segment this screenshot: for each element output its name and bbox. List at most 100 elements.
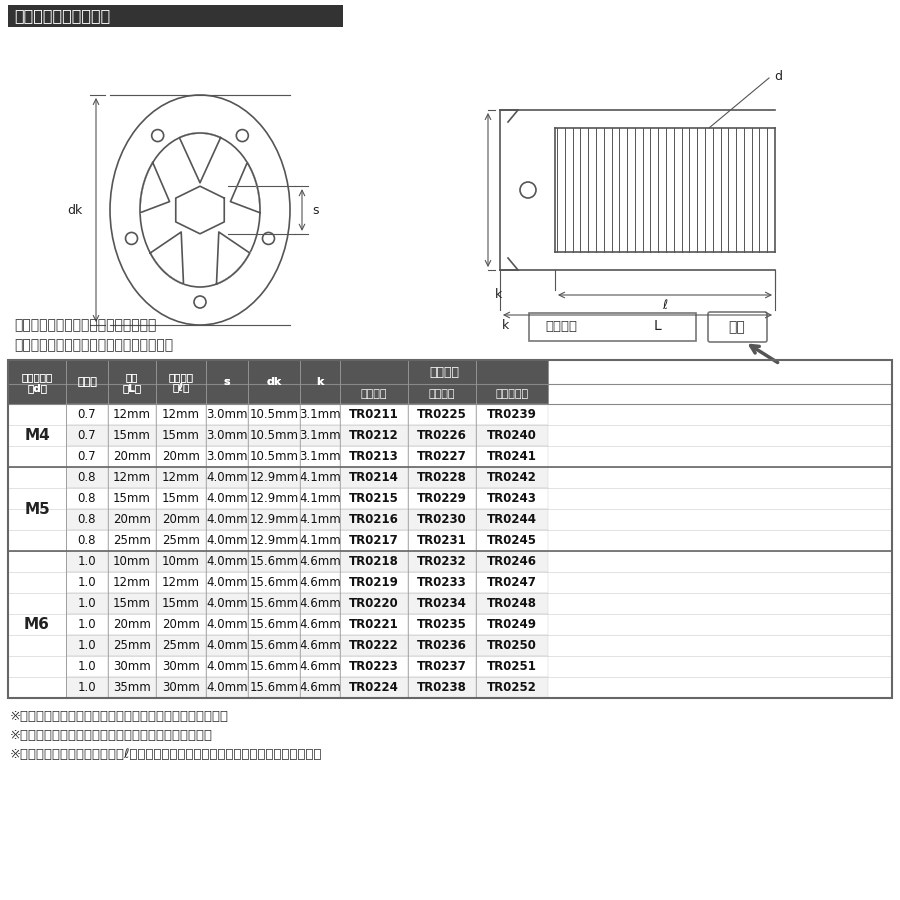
Text: TR0213: TR0213 <box>349 450 399 463</box>
Text: TR0228: TR0228 <box>417 471 467 484</box>
Text: 3.0mm: 3.0mm <box>206 408 248 421</box>
Text: 15.6mm: 15.6mm <box>249 597 299 610</box>
Text: 10mm: 10mm <box>113 555 151 568</box>
Text: 4.6mm: 4.6mm <box>299 618 341 631</box>
Text: TR0240: TR0240 <box>487 429 537 442</box>
Bar <box>408 384 476 404</box>
Text: TR0231: TR0231 <box>417 534 467 547</box>
Bar <box>248 467 300 488</box>
Text: TR0218: TR0218 <box>349 555 399 568</box>
Bar <box>300 572 340 593</box>
Text: 4.0mm: 4.0mm <box>206 534 248 547</box>
Text: TR0224: TR0224 <box>349 681 399 694</box>
Bar <box>340 488 408 509</box>
Bar <box>206 446 248 467</box>
Bar <box>340 509 408 530</box>
Bar <box>340 551 408 572</box>
Bar <box>66 614 108 635</box>
Bar <box>206 614 248 635</box>
Text: M6: M6 <box>24 617 50 632</box>
Text: ※製造過程の都合でネジ長さ（ℓ）が変わる場合がございます。予めご了承ください。: ※製造過程の都合でネジ長さ（ℓ）が変わる場合がございます。予めご了承ください。 <box>10 748 322 761</box>
Text: 25mm: 25mm <box>162 639 200 652</box>
Bar <box>108 677 156 698</box>
Text: 0.7: 0.7 <box>77 450 96 463</box>
Text: k: k <box>495 288 502 301</box>
Text: TR0211: TR0211 <box>349 408 399 421</box>
Bar <box>108 360 156 384</box>
Text: 4.6mm: 4.6mm <box>299 660 341 673</box>
Text: ピッチ: ピッチ <box>77 377 97 387</box>
Bar <box>156 614 206 635</box>
Text: TR0219: TR0219 <box>349 576 399 589</box>
Bar <box>408 360 476 384</box>
Text: 4.1mm: 4.1mm <box>299 492 341 505</box>
Text: TR0234: TR0234 <box>417 597 467 610</box>
Bar <box>206 425 248 446</box>
Bar <box>108 425 156 446</box>
Bar <box>248 656 300 677</box>
Bar <box>66 551 108 572</box>
Bar <box>476 360 548 384</box>
Text: 4.6mm: 4.6mm <box>299 576 341 589</box>
Bar <box>408 572 476 593</box>
Bar <box>206 384 248 404</box>
Bar <box>248 404 300 425</box>
Text: TR0244: TR0244 <box>487 513 537 526</box>
Text: 1.0: 1.0 <box>77 576 96 589</box>
Text: dk: dk <box>67 203 82 217</box>
Text: TR0217: TR0217 <box>349 534 399 547</box>
Bar <box>476 614 548 635</box>
Bar <box>476 467 548 488</box>
Polygon shape <box>230 163 260 212</box>
Bar <box>408 677 476 698</box>
Bar <box>108 446 156 467</box>
Bar <box>156 677 206 698</box>
Bar <box>248 530 300 551</box>
Bar <box>408 593 476 614</box>
Bar <box>476 593 548 614</box>
Text: 4.0mm: 4.0mm <box>206 555 248 568</box>
Text: 15.6mm: 15.6mm <box>249 618 299 631</box>
Bar <box>340 446 408 467</box>
Text: 4.6mm: 4.6mm <box>299 681 341 694</box>
Text: 1.0: 1.0 <box>77 681 96 694</box>
Bar <box>248 446 300 467</box>
Bar <box>66 635 108 656</box>
Text: 4.0mm: 4.0mm <box>206 660 248 673</box>
Bar <box>476 572 548 593</box>
Bar <box>248 509 300 530</box>
Text: 4.6mm: 4.6mm <box>299 639 341 652</box>
FancyBboxPatch shape <box>529 313 696 341</box>
Text: 20mm: 20mm <box>162 513 200 526</box>
Bar <box>206 551 248 572</box>
Text: 15.6mm: 15.6mm <box>249 555 299 568</box>
Text: k: k <box>316 377 324 387</box>
Bar <box>8 360 66 404</box>
Text: ラインアップ＆サイズ: ラインアップ＆サイズ <box>14 8 110 23</box>
Bar <box>340 530 408 551</box>
Bar <box>108 656 156 677</box>
Text: TR0248: TR0248 <box>487 597 537 610</box>
Text: 商品番号: 商品番号 <box>545 320 577 334</box>
Text: TR0241: TR0241 <box>487 450 537 463</box>
Bar <box>300 488 340 509</box>
Bar <box>300 656 340 677</box>
Bar <box>300 425 340 446</box>
Bar <box>66 530 108 551</box>
Bar <box>206 404 248 425</box>
Bar <box>8 360 66 384</box>
Text: 1.0: 1.0 <box>77 597 96 610</box>
Text: TR0223: TR0223 <box>349 660 399 673</box>
Bar <box>206 677 248 698</box>
Bar <box>476 635 548 656</box>
Bar <box>108 360 156 404</box>
Text: TR0232: TR0232 <box>417 555 467 568</box>
Bar <box>206 488 248 509</box>
Bar <box>408 509 476 530</box>
Text: TR0216: TR0216 <box>349 513 399 526</box>
Bar <box>476 530 548 551</box>
Bar <box>108 467 156 488</box>
Text: k: k <box>316 377 324 387</box>
Bar <box>8 467 66 551</box>
Text: 15mm: 15mm <box>162 492 200 505</box>
